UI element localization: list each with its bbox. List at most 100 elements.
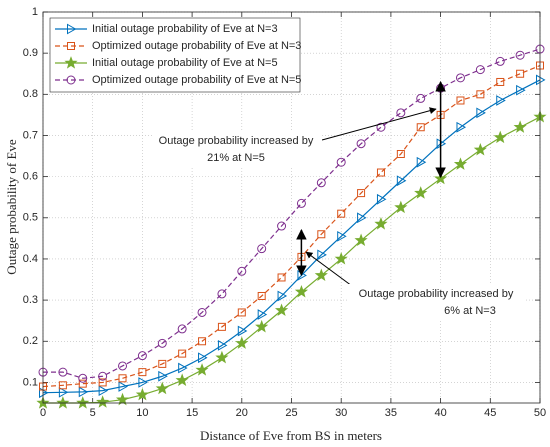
marker (277, 273, 286, 282)
marker (456, 121, 466, 133)
marker (516, 69, 525, 78)
marker (177, 324, 187, 334)
marker (118, 381, 129, 392)
marker (197, 307, 207, 317)
marker (78, 386, 89, 398)
annotation: Outage probability increased by (159, 135, 314, 147)
marker (56, 396, 70, 409)
marker (316, 178, 326, 188)
legend: Initial outage probability of Eve at N=3… (49, 17, 301, 93)
x-tick-label: 25 (285, 407, 297, 419)
legend-label: Optimized outage probability of Eve at N… (92, 40, 301, 52)
marker (66, 75, 76, 85)
marker (473, 142, 487, 156)
marker (255, 319, 269, 333)
marker (314, 268, 328, 282)
marker (217, 322, 226, 331)
marker (416, 123, 425, 132)
marker (356, 139, 366, 149)
y-tick-label: 0.8 (23, 88, 38, 100)
annotation-bg (348, 284, 526, 320)
marker (257, 244, 267, 254)
pointer-arrow (305, 251, 353, 287)
x-tick-label: 45 (484, 407, 496, 419)
marker (453, 157, 468, 170)
marker (536, 74, 546, 86)
marker (394, 200, 408, 214)
marker (155, 381, 169, 395)
annotation: 21% at N=5 (207, 152, 265, 164)
x-tick-label: 5 (90, 407, 96, 419)
marker (217, 340, 228, 351)
marker (237, 308, 246, 317)
marker (118, 374, 127, 383)
marker (414, 186, 428, 199)
annotation: Outage probability increased by (359, 288, 514, 300)
marker (337, 209, 346, 218)
marker (257, 309, 268, 320)
marker (317, 230, 326, 239)
marker (257, 291, 266, 300)
marker (64, 56, 78, 69)
marker (493, 130, 507, 144)
annotation-bg (152, 130, 322, 168)
x-tick-label: 20 (236, 407, 248, 419)
y-tick-label: 0.1 (23, 376, 38, 388)
marker (178, 362, 188, 374)
marker (396, 175, 407, 187)
marker (277, 221, 287, 231)
marker (456, 96, 465, 105)
marker (374, 217, 388, 230)
marker (67, 23, 77, 35)
marker (237, 325, 248, 337)
marker (357, 189, 366, 198)
marker (58, 367, 68, 377)
marker (115, 392, 130, 406)
marker (237, 266, 247, 276)
y-tick-label: 0.5 (23, 212, 38, 224)
marker (58, 386, 69, 398)
annotation: 6% at N=3 (444, 305, 496, 317)
legend-box (49, 17, 301, 93)
marker (98, 371, 108, 381)
marker (215, 350, 229, 364)
y-tick-label: 1 (32, 6, 38, 18)
marker (296, 198, 306, 208)
marker (416, 93, 426, 103)
y-tick-label: 0.4 (23, 253, 38, 265)
axes-frame (42, 11, 541, 404)
pointer-arrow (321, 107, 437, 141)
y-tick-label: 0.2 (23, 335, 38, 347)
legend-label: Optimized outage probability of Eve at N… (92, 74, 301, 86)
marker (137, 351, 147, 361)
marker (476, 107, 486, 119)
marker (58, 381, 67, 390)
marker (376, 193, 387, 205)
marker (376, 122, 386, 132)
marker (396, 108, 406, 118)
y-axis-label: Outage probability of Eve (4, 139, 19, 275)
marker (496, 77, 505, 86)
marker (376, 168, 385, 177)
marker (337, 230, 347, 242)
marker (336, 157, 346, 167)
x-tick-label: 50 (534, 407, 546, 419)
marker (138, 377, 148, 388)
marker (175, 373, 189, 386)
y-tick-label: 0.6 (23, 171, 38, 183)
x-tick-label: 40 (434, 407, 446, 419)
x-tick-label: 35 (385, 407, 397, 419)
x-tick-label: 0 (40, 407, 46, 419)
marker (96, 395, 110, 408)
marker (98, 385, 109, 397)
marker (198, 337, 207, 346)
marker (516, 84, 526, 96)
marker (195, 363, 209, 376)
marker (67, 42, 75, 50)
marker (475, 65, 485, 75)
marker (158, 370, 168, 382)
marker (78, 373, 88, 383)
marker (277, 290, 288, 302)
